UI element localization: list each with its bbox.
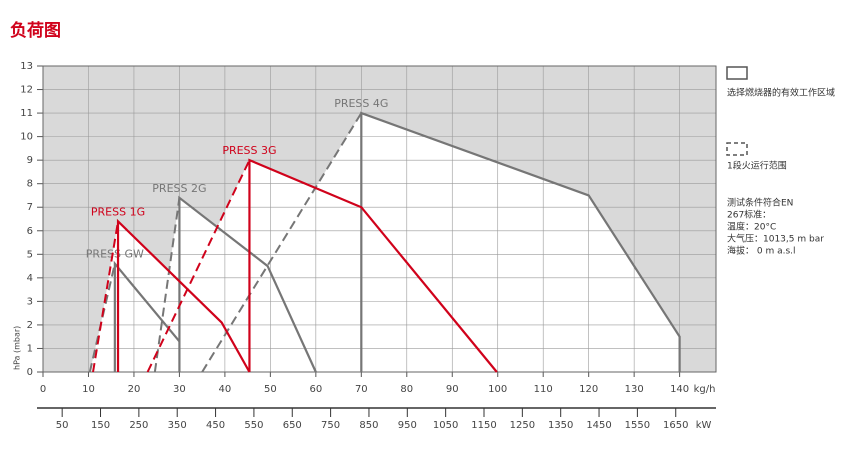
x2-tick-label: 250 (129, 420, 148, 431)
y-tick-label: 2 (27, 320, 33, 331)
working-range-line (116, 218, 251, 373)
y-tick-label: 0 (27, 367, 33, 378)
x2-tick-label: 950 (398, 420, 417, 431)
note: 267标准： (727, 209, 771, 221)
y-tick-label: 5 (27, 249, 33, 260)
series-label: PRESS 4G (334, 97, 388, 110)
working-range-line (178, 195, 317, 373)
x2-tick-label: 650 (283, 420, 302, 431)
y-tick-label: 7 (27, 202, 33, 213)
x2-tick-label: 1150 (471, 420, 496, 431)
chart-title: 负荷图 (10, 20, 61, 41)
y-tick-label: 6 (27, 226, 33, 237)
x-tick-label: 60 (309, 384, 322, 395)
note: 测试条件符合EN (727, 197, 793, 209)
x2-tick-label: 150 (91, 420, 110, 431)
y-tick-label: 8 (27, 179, 33, 190)
x-tick-label: 10 (82, 384, 95, 395)
series-label: PRESS 3G (222, 144, 276, 157)
series-label: PRESS 1G (91, 205, 145, 218)
x-tick-label: 120 (579, 384, 598, 395)
x-tick-label: 40 (219, 384, 232, 395)
x2-tick-label: 1250 (510, 420, 535, 431)
x-tick-label: 140 (670, 384, 689, 395)
x2-tick-label: 550 (244, 420, 263, 431)
y-tick-label: 12 (20, 85, 33, 96)
y-tick-label: 11 (20, 108, 33, 119)
single-stage-line (201, 112, 363, 373)
working-range-line (360, 111, 681, 372)
x2-tick-label: 450 (206, 420, 225, 431)
single-stage-line (92, 221, 120, 373)
y-tick-label: 3 (27, 296, 33, 307)
legend-text: 1段火运行范围 (727, 160, 787, 172)
x2-tick-label: 1450 (586, 420, 611, 431)
x2-tick-label: 750 (321, 420, 340, 431)
x-tick-label: 0 (40, 384, 46, 395)
x2-tick-label: 1550 (625, 420, 650, 431)
x2-tick-label: 1350 (548, 420, 573, 431)
x2-axis-label: kW (696, 420, 712, 431)
x-tick-label: 80 (400, 384, 413, 395)
note: 温度：20°C (727, 221, 776, 233)
x-tick-label: 30 (173, 384, 186, 395)
x-tick-label: 100 (488, 384, 507, 395)
legend-icon-dashed (726, 142, 748, 156)
plot-frame (42, 65, 717, 373)
y-tick-label: 9 (27, 155, 33, 166)
note: 海拔： 0 m a.s.l (727, 245, 796, 257)
x2-tick-label: 350 (168, 420, 187, 431)
y-tick-label: 1 (27, 343, 33, 354)
x-tick-label: 20 (128, 384, 141, 395)
x-tick-label: 50 (264, 384, 277, 395)
single-stage-line (153, 197, 181, 373)
legend-text: 选择燃烧器的有效工作区域 (727, 87, 835, 99)
y-axis-label: hPa (mbar) (13, 326, 22, 370)
working-area (93, 221, 250, 372)
single-stage-line (146, 159, 251, 373)
series-label: PRESS GW (86, 248, 144, 261)
working-range-line (113, 260, 181, 372)
note: 大气压：1013,5 m bar (727, 233, 824, 245)
x-tick-label: 130 (625, 384, 644, 395)
x2-tick-label: 1650 (663, 420, 688, 431)
x2-tick-label: 1050 (433, 420, 458, 431)
y-tick-label: 10 (20, 132, 33, 143)
legend-icon-solid (726, 66, 748, 80)
y-tick-label: 13 (20, 61, 33, 72)
x2-tick-label: 850 (359, 420, 378, 431)
series-label: PRESS 2G (152, 182, 206, 195)
working-range-line (248, 158, 498, 373)
y-tick-label: 4 (27, 273, 33, 284)
x-axis-label: kg/h (694, 384, 716, 395)
x2-tick-label: 50 (56, 420, 69, 431)
x-tick-label: 90 (446, 384, 459, 395)
x-tick-label: 110 (534, 384, 553, 395)
single-stage-line (88, 263, 116, 373)
x-tick-label: 70 (355, 384, 368, 395)
